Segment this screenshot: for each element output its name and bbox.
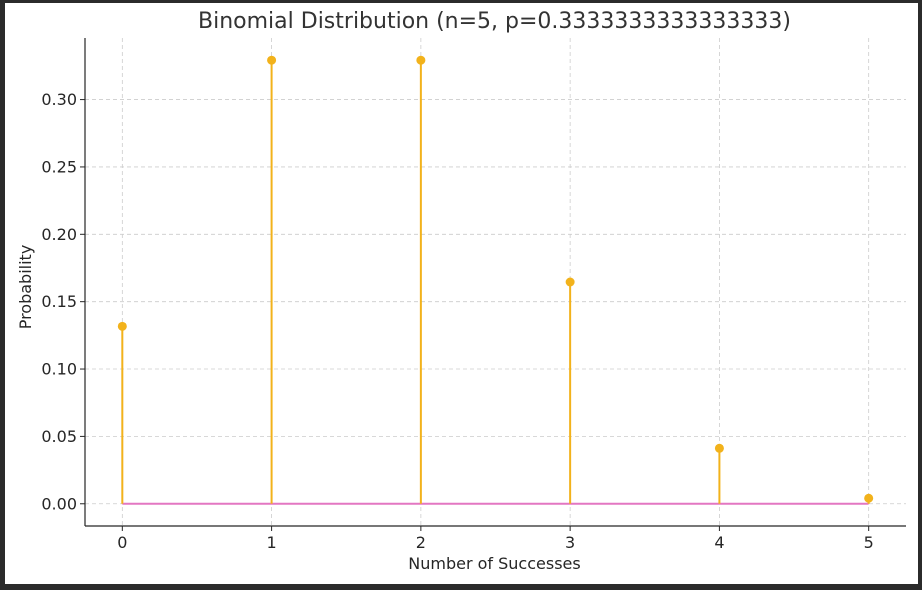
x-tick-label: 1 — [266, 533, 276, 552]
x-tick-label: 2 — [416, 533, 426, 552]
y-tick-label: 0.10 — [41, 360, 77, 379]
x-tick-label: 5 — [864, 533, 874, 552]
y-tick-label: 0.15 — [41, 292, 77, 311]
y-tick-label: 0.30 — [41, 90, 77, 109]
x-axis-label: Number of Successes — [408, 554, 580, 573]
stem-marker — [267, 55, 277, 65]
y-tick-label: 0.05 — [41, 427, 77, 446]
y-axis-label: Probability — [16, 245, 35, 330]
figure: 0 1 2 3 4 5 0.00 0.05 0.10 0.15 0.20 0.25 0.30 Bino… — [5, 3, 918, 584]
x-tick-label: 4 — [714, 533, 724, 552]
stem-marker — [117, 321, 127, 331]
x-ticks: 0 1 2 3 4 5 — [117, 526, 874, 552]
binomial-stem-chart: 0 1 2 3 4 5 0.00 0.05 0.10 0.15 0.20 0.25 0.30 Bino… — [16, 9, 906, 573]
axes — [84, 38, 906, 527]
stem-marker — [864, 493, 874, 503]
grid — [85, 38, 906, 526]
y-tick-label: 0.00 — [41, 494, 77, 513]
stem-marker — [714, 443, 724, 453]
chart-title: Binomial Distribution (n=5, p=0.33333333… — [198, 9, 791, 34]
stem-marker — [416, 55, 426, 65]
y-tick-label: 0.25 — [41, 157, 77, 176]
stem-marker — [565, 277, 575, 287]
x-tick-label: 0 — [117, 533, 127, 552]
stems — [117, 55, 874, 505]
x-tick-label: 3 — [565, 533, 575, 552]
y-ticks: 0.00 0.05 0.10 0.15 0.20 0.25 0.30 — [41, 90, 85, 513]
y-tick-label: 0.20 — [41, 225, 77, 244]
